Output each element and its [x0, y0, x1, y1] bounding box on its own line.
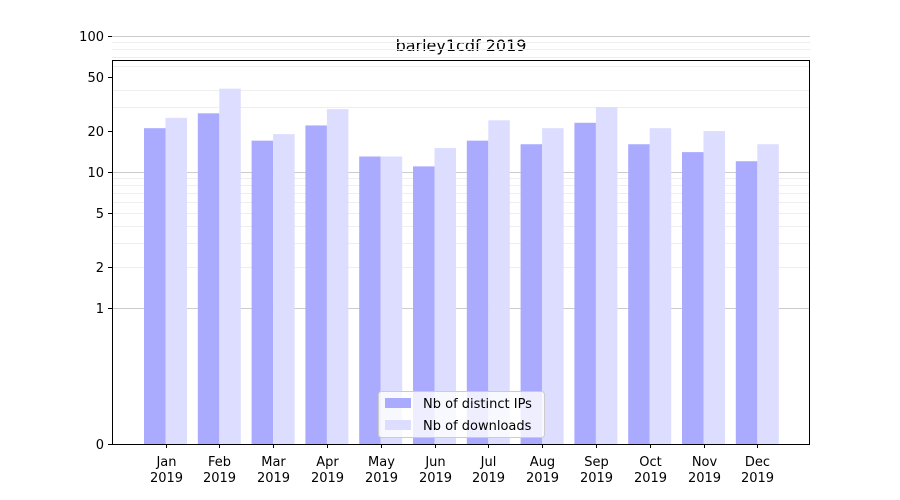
x-tick-label-year: 2019 — [526, 471, 559, 486]
bar-downloads-aug — [542, 128, 564, 445]
bar-downloads-dec — [757, 144, 779, 444]
x-tick-label-month: May — [368, 455, 395, 470]
x-tick-label-month: Jan — [155, 455, 176, 470]
x-tick-label-month: Nov — [692, 455, 718, 470]
y-tick-label: 10 — [87, 166, 104, 181]
x-tick-label-year: 2019 — [580, 471, 613, 486]
x-tick-label-month: Feb — [208, 455, 231, 470]
bar-distinct-ips-jun — [413, 166, 435, 444]
x-tick-label-year: 2019 — [472, 471, 505, 486]
x-tick-label-month: Aug — [530, 455, 555, 470]
legend-label-downloads: Nb of downloads — [423, 419, 532, 434]
x-tick-label-year: 2019 — [365, 471, 398, 486]
y-tick-label: 0 — [96, 438, 104, 453]
bar-downloads-mar — [273, 134, 295, 444]
chart-title: barley1cdf 2019 — [396, 36, 527, 55]
y-tick-label: 50 — [87, 71, 104, 86]
bar-distinct-ips-sep — [574, 122, 596, 444]
x-tick-label-year: 2019 — [203, 471, 236, 486]
bar-distinct-ips-may — [359, 156, 381, 444]
legend-swatch-downloads — [385, 420, 411, 430]
bar-downloads-apr — [326, 109, 349, 445]
bar-distinct-ips-apr — [305, 125, 327, 445]
bar-downloads-nov — [703, 131, 725, 444]
bar-distinct-ips-jan — [144, 128, 166, 445]
legend-label-distinct-ips: Nb of distinct IPs — [423, 397, 532, 412]
bar-distinct-ips-dec — [735, 161, 758, 444]
y-tick-label: 100 — [79, 30, 104, 45]
x-tick-label-month: Sep — [584, 455, 609, 470]
x-tick-label-month: Jul — [480, 455, 497, 470]
bar-downloads-jun — [434, 148, 456, 445]
x-tick-label-year: 2019 — [634, 471, 667, 486]
legend: Nb of distinct IPs Nb of downloads — [378, 391, 545, 438]
y-tick-label: 2 — [96, 261, 104, 276]
x-tick-label-month: Jun — [424, 455, 445, 470]
bar-downloads-sep — [595, 107, 618, 444]
x-tick-label-year: 2019 — [150, 471, 183, 486]
bar-distinct-ips-aug — [520, 144, 543, 444]
x-tick-label-month: Apr — [316, 455, 339, 470]
x-tick-label-month: Dec — [745, 455, 770, 470]
bars — [144, 88, 779, 445]
bar-distinct-ips-mar — [251, 140, 274, 445]
bar-downloads-may — [380, 156, 403, 444]
x-tick-label-year: 2019 — [741, 471, 774, 486]
bar-distinct-ips-feb — [197, 113, 220, 444]
y-tick-label: 1 — [96, 302, 104, 317]
plot-frame — [112, 60, 810, 445]
legend-box — [378, 391, 545, 438]
bar-distinct-ips-jul — [466, 140, 489, 445]
x-tick-label-month: Mar — [261, 455, 286, 470]
bar-distinct-ips-oct — [628, 144, 650, 444]
x-tick-label-year: 2019 — [419, 471, 452, 486]
bar-distinct-ips-nov — [682, 152, 704, 444]
x-axis: Jan2019Feb2019Mar2019Apr2019May2019Jun20… — [150, 444, 774, 486]
bar-downloads-feb — [219, 88, 241, 445]
x-tick-label-year: 2019 — [688, 471, 721, 486]
x-tick-label-year: 2019 — [311, 471, 344, 486]
bar-downloads-jan — [165, 117, 187, 444]
bar-downloads-jul — [488, 120, 510, 445]
y-tick-label: 5 — [96, 207, 104, 222]
y-tick-label: 20 — [87, 125, 104, 140]
x-tick-label-month: Oct — [639, 455, 661, 470]
bar-downloads-oct — [649, 128, 672, 445]
legend-swatch-distinct-ips — [385, 398, 411, 408]
y-axis: 0 1 2 5 10 20 50 100 — [79, 30, 112, 453]
x-tick-label-year: 2019 — [257, 471, 290, 486]
